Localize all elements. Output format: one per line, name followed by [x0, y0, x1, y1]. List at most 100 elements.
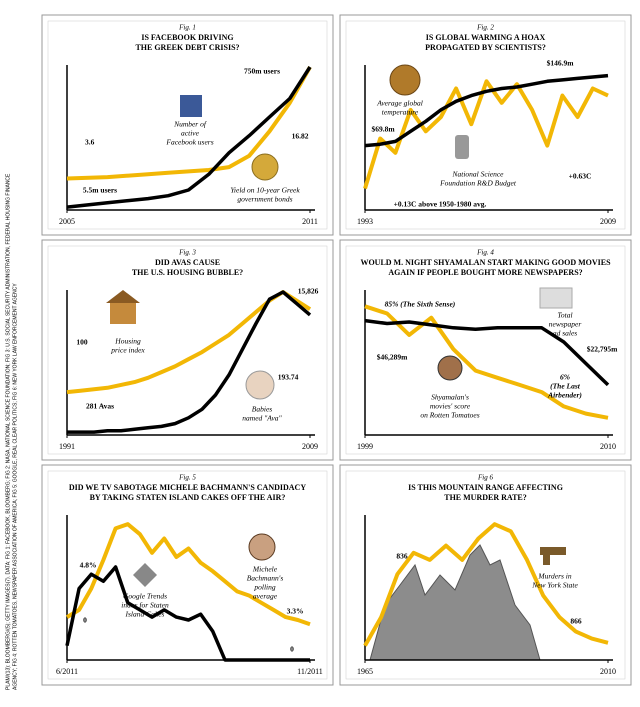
annotation: Facebook users [165, 138, 213, 147]
annotation: Bachmann's [247, 574, 284, 583]
annotation: Google Trends [123, 592, 167, 601]
annotation: 750m users [244, 67, 280, 76]
data-line [65, 522, 311, 627]
chart-title: THE GREEK DEBT CRISIS? [135, 43, 239, 52]
annotation: 3.3% [287, 607, 304, 616]
chart-title: DID WE TV SABOTAGE MICHELE BACHMANN'S CA… [69, 483, 306, 492]
source-text: AGENCY; FIG 4: ROTTEN TOMATOES, NEWSPAPE… [12, 283, 18, 690]
icon [251, 153, 279, 181]
x-tick-label: 1965 [357, 667, 373, 676]
annotation: Shyamalan's [431, 393, 469, 402]
icon [245, 370, 275, 400]
fig-label: Fig. 3 [178, 249, 196, 257]
chart-title: IS THIS MOUNTAIN RANGE AFFECTING [408, 483, 563, 492]
x-tick-label: 11/2011 [297, 667, 323, 676]
annotation: Average global [376, 99, 423, 108]
chart-title: AGAIN IF PEOPLE BOUGHT MORE NEWSPAPERS? [388, 268, 582, 277]
annotation: +0.13C above 1950-1980 avg. [394, 200, 487, 209]
chart-title: WOULD M. NIGHT SHYAMALAN START MAKING GO… [360, 258, 611, 267]
data-line [364, 73, 609, 148]
chart-title: IS FACEBOOK DRIVING [141, 33, 233, 42]
icon [540, 547, 566, 555]
annotation: government bonds [237, 195, 292, 204]
annotation: National Science [451, 170, 504, 179]
source-text: PLAM/(13): BLOOMBERG/(5); GETTY IMAGES(7… [5, 173, 11, 690]
annotation: 100 [76, 338, 88, 347]
annotation: 5.5m users [83, 186, 117, 195]
icon [180, 95, 202, 117]
annotation: $146.9m [547, 59, 575, 68]
data-line [364, 304, 609, 420]
panel-inner [345, 245, 626, 455]
data-line [65, 565, 310, 662]
data-line [364, 318, 610, 387]
icon [389, 64, 421, 96]
annotation: index for Staten [121, 601, 169, 610]
chart-title: THE U.S. HOUSING BUBBLE? [132, 268, 243, 277]
annotation: movies' score [430, 402, 471, 411]
annotation: polling [253, 583, 276, 592]
annotation: New York State [531, 581, 578, 590]
fig-label: Fig. 1 [178, 24, 196, 32]
icon [539, 287, 573, 309]
annotation: newspaper [549, 320, 582, 329]
data-line [66, 66, 312, 181]
data-line [363, 79, 609, 190]
icon [106, 290, 140, 303]
annotation: 866 [570, 617, 582, 626]
data-line [363, 522, 609, 647]
x-tick-label: 1993 [357, 217, 373, 226]
x-tick-label: 1991 [59, 442, 75, 451]
annotation: Yield on 10-year Greek [230, 186, 300, 195]
annotation: Michele [252, 565, 278, 574]
annotation: 6% [560, 373, 570, 382]
annotation: average [253, 592, 278, 601]
x-tick-label: 2009 [600, 217, 616, 226]
annotation: Babies [252, 405, 272, 414]
icon [543, 553, 550, 565]
annotation: $46,289m [377, 353, 408, 362]
panel-inner [47, 245, 328, 455]
panel-inner [345, 470, 626, 680]
panel-inner [47, 20, 328, 230]
data-line [66, 66, 312, 209]
data-line [67, 290, 312, 434]
annotation: $69.8m [371, 125, 395, 134]
annotation: temperature [382, 108, 419, 117]
annotation: Foundation R&D Budget [439, 179, 517, 188]
chart-title: IS GLOBAL WARMING A HOAX [426, 33, 546, 42]
annotation: 16.82 [292, 132, 309, 141]
annotation: active [181, 129, 200, 138]
annotation: 3.6 [85, 138, 95, 147]
chart-title: PROPAGATED BY SCIENTISTS? [425, 43, 546, 52]
x-tick-label: 2010 [600, 667, 616, 676]
annotation: 85% (The Sixth Sense) [385, 300, 456, 309]
annotation: Airbender) [547, 391, 582, 400]
annotation: 836 [396, 552, 408, 561]
x-tick-label: 6/2011 [56, 667, 78, 676]
panel: Fig. 2IS GLOBAL WARMING A HOAXPROPAGATED… [339, 14, 632, 236]
annotation: on Rotten Tomatoes [420, 411, 479, 420]
fig-label: Fig. 4 [476, 249, 494, 257]
panel-frame [339, 14, 632, 236]
annotation: ad sales [553, 329, 577, 338]
chart-title: THE MURDER RATE? [444, 493, 527, 502]
panel-frame [41, 239, 334, 461]
chart-title: BY TAKING STATEN ISLAND CAKES OFF THE AI… [90, 493, 286, 502]
annotation: Murders in [537, 572, 572, 581]
annotation: 0 [290, 645, 294, 654]
icon [455, 135, 469, 159]
annotation: price index [110, 346, 145, 355]
fig-label: Fig. 5 [178, 474, 196, 482]
icon [437, 355, 463, 381]
annotation: Total [557, 311, 572, 320]
annotation: (The Last [550, 382, 581, 391]
panel-inner [47, 470, 328, 680]
panel-frame [339, 239, 632, 461]
panel: Fig 6IS THIS MOUNTAIN RANGE AFFECTINGTHE… [339, 464, 632, 686]
